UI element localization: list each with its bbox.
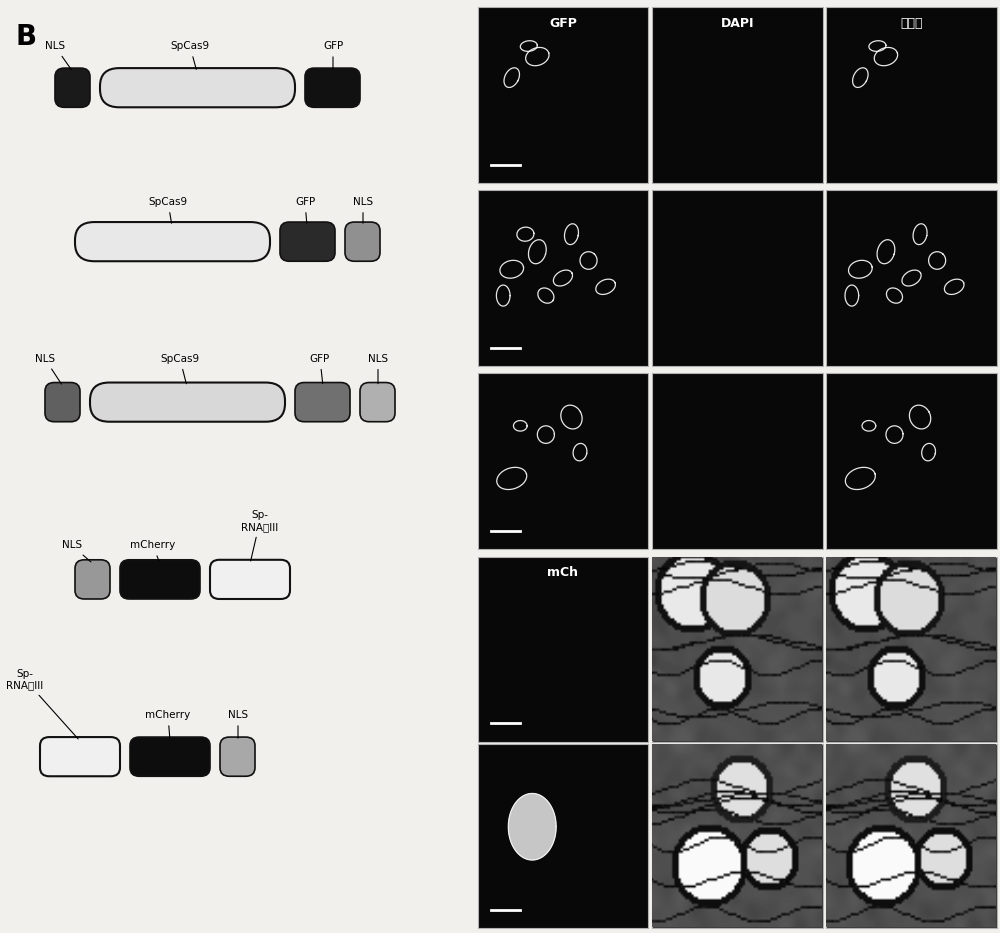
- Bar: [826, 373, 997, 549]
- Bar: [652, 7, 823, 183]
- FancyBboxPatch shape: [305, 68, 360, 107]
- Polygon shape: [508, 793, 556, 860]
- Text: B: B: [15, 23, 36, 51]
- FancyBboxPatch shape: [210, 560, 290, 599]
- FancyBboxPatch shape: [295, 383, 350, 422]
- FancyBboxPatch shape: [40, 737, 120, 776]
- Text: SpCas9: SpCas9: [148, 197, 188, 223]
- FancyBboxPatch shape: [55, 68, 90, 107]
- Bar: [826, 744, 997, 928]
- Text: mCherry: mCherry: [145, 710, 191, 738]
- Bar: [478, 557, 648, 742]
- Bar: [826, 7, 997, 183]
- FancyBboxPatch shape: [345, 222, 380, 261]
- Text: DAPI: DAPI: [720, 17, 754, 30]
- FancyBboxPatch shape: [75, 560, 110, 599]
- Text: SpCas9: SpCas9: [170, 41, 210, 69]
- FancyBboxPatch shape: [75, 222, 270, 261]
- FancyBboxPatch shape: [220, 737, 255, 776]
- Bar: [826, 557, 997, 742]
- Text: Sp-
RNA醂III: Sp- RNA醂III: [241, 510, 279, 561]
- Text: GFP: GFP: [549, 17, 577, 30]
- Text: Sp-
RNA醂III: Sp- RNA醂III: [6, 669, 78, 739]
- FancyBboxPatch shape: [45, 383, 80, 422]
- Text: NLS: NLS: [368, 354, 388, 383]
- Bar: [478, 373, 648, 549]
- Text: GFP: GFP: [323, 41, 343, 69]
- FancyBboxPatch shape: [90, 383, 285, 422]
- Text: 合并的: 合并的: [900, 17, 923, 30]
- Text: NLS: NLS: [45, 41, 71, 70]
- FancyBboxPatch shape: [130, 737, 210, 776]
- Bar: [478, 7, 648, 183]
- Bar: [652, 557, 823, 742]
- Text: NLS: NLS: [228, 710, 248, 738]
- FancyBboxPatch shape: [280, 222, 335, 261]
- Bar: [826, 190, 997, 366]
- Bar: [478, 190, 648, 366]
- Bar: [478, 744, 648, 928]
- Text: NLS: NLS: [35, 354, 61, 384]
- Text: mCh: mCh: [547, 566, 578, 579]
- FancyBboxPatch shape: [360, 383, 395, 422]
- FancyBboxPatch shape: [100, 68, 295, 107]
- Text: NLS: NLS: [353, 197, 373, 223]
- Text: NLS: NLS: [62, 540, 91, 562]
- Text: BF: BF: [728, 566, 746, 579]
- Bar: [652, 373, 823, 549]
- Text: GFP: GFP: [295, 197, 315, 223]
- Text: 合并的: 合并的: [900, 566, 923, 579]
- Bar: [652, 744, 823, 928]
- Text: mCherry: mCherry: [130, 540, 176, 561]
- Text: GFP: GFP: [310, 354, 330, 383]
- FancyBboxPatch shape: [120, 560, 200, 599]
- Bar: [652, 190, 823, 366]
- Text: SpCas9: SpCas9: [160, 354, 200, 383]
